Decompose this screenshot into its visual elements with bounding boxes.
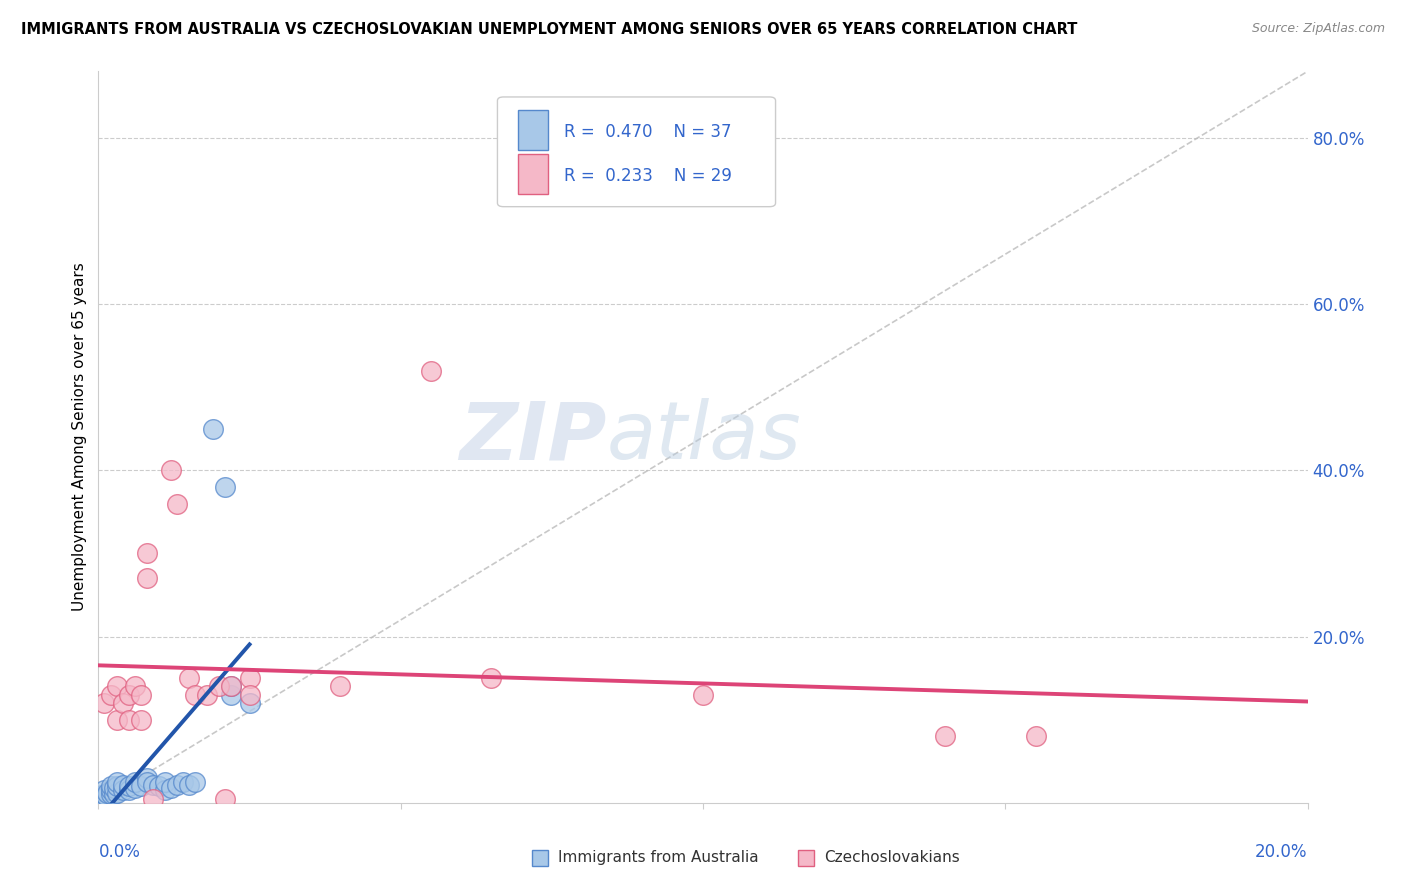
Point	[179, 778, 201, 792]
Point	[105, 713, 128, 727]
Text: 0.0%: 0.0%	[98, 843, 141, 861]
Point	[118, 779, 141, 793]
Text: Czechoslovakians: Czechoslovakians	[824, 850, 960, 865]
Point	[160, 780, 183, 795]
Point	[135, 775, 157, 789]
Text: ZIP: ZIP	[458, 398, 606, 476]
Point	[105, 775, 128, 789]
Point	[129, 688, 152, 702]
Text: R =  0.233    N = 29: R = 0.233 N = 29	[564, 167, 731, 185]
Point	[692, 688, 714, 702]
Point	[172, 775, 194, 789]
Point	[105, 786, 128, 800]
Point	[221, 680, 243, 694]
Point	[208, 680, 231, 694]
Point	[221, 680, 243, 694]
Point	[166, 778, 188, 792]
Point	[184, 775, 207, 789]
Point	[124, 775, 146, 789]
Point	[135, 571, 157, 585]
Point	[166, 497, 188, 511]
Point	[124, 780, 146, 795]
Point	[153, 783, 176, 797]
Point	[214, 480, 236, 494]
Point	[148, 779, 170, 793]
Point	[118, 688, 141, 702]
Point	[100, 688, 122, 702]
Point	[118, 783, 141, 797]
Point	[142, 791, 165, 805]
Point	[100, 788, 122, 802]
Point	[239, 671, 262, 685]
Point	[202, 422, 225, 436]
Point	[103, 780, 125, 795]
Point	[160, 463, 183, 477]
Point	[96, 786, 118, 800]
Point	[100, 779, 122, 793]
Point	[94, 789, 117, 804]
Text: 20.0%: 20.0%	[1256, 843, 1308, 861]
Point	[91, 789, 114, 804]
Text: Source: ZipAtlas.com: Source: ZipAtlas.com	[1251, 22, 1385, 36]
Point	[111, 696, 134, 710]
Point	[135, 771, 157, 785]
Point	[124, 680, 146, 694]
FancyBboxPatch shape	[517, 154, 548, 194]
Point	[420, 363, 443, 377]
Point	[93, 783, 115, 797]
Point	[934, 729, 956, 743]
Point	[103, 788, 125, 802]
Point	[153, 775, 176, 789]
Point	[105, 680, 128, 694]
Point	[221, 688, 243, 702]
FancyBboxPatch shape	[517, 110, 548, 151]
Point	[481, 671, 503, 685]
Point	[195, 688, 218, 702]
Point	[93, 696, 115, 710]
Point	[129, 713, 152, 727]
Point	[142, 778, 165, 792]
Point	[118, 713, 141, 727]
Point	[135, 546, 157, 560]
Point	[93, 788, 115, 802]
Point	[129, 779, 152, 793]
Point	[1024, 729, 1046, 743]
Point	[105, 779, 128, 793]
Point	[214, 791, 236, 805]
Text: Immigrants from Australia: Immigrants from Australia	[558, 850, 758, 865]
Point	[111, 778, 134, 792]
Point	[239, 688, 262, 702]
Text: atlas: atlas	[606, 398, 801, 476]
Point	[100, 783, 122, 797]
Point	[90, 791, 112, 805]
Text: IMMIGRANTS FROM AUSTRALIA VS CZECHOSLOVAKIAN UNEMPLOYMENT AMONG SENIORS OVER 65 : IMMIGRANTS FROM AUSTRALIA VS CZECHOSLOVA…	[21, 22, 1077, 37]
Point	[111, 783, 134, 797]
Point	[239, 696, 262, 710]
FancyBboxPatch shape	[498, 97, 776, 207]
Y-axis label: Unemployment Among Seniors over 65 years: Unemployment Among Seniors over 65 years	[72, 263, 87, 611]
Point	[179, 671, 201, 685]
Point	[329, 680, 352, 694]
Point	[184, 688, 207, 702]
Text: R =  0.470    N = 37: R = 0.470 N = 37	[564, 123, 731, 141]
